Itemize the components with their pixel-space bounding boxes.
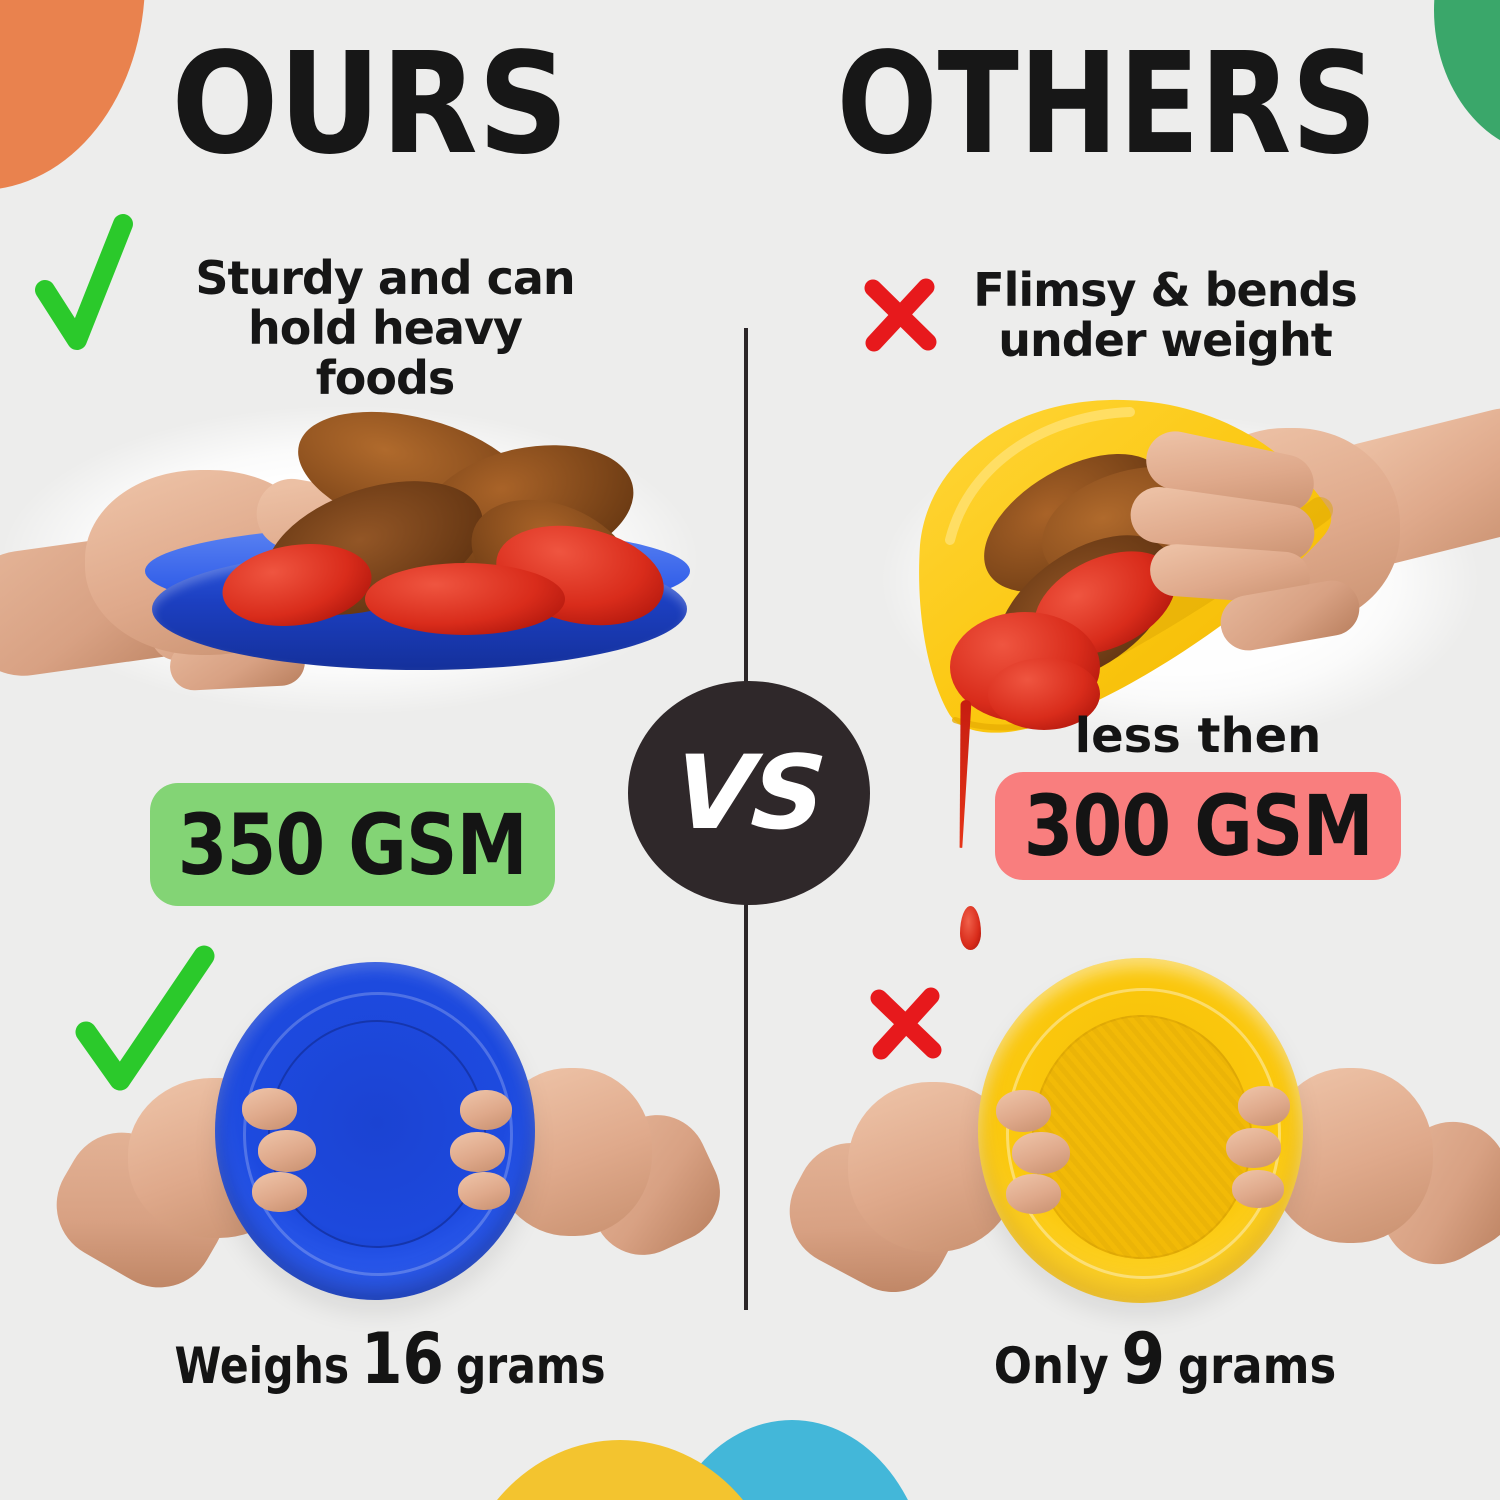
weight-prefix: Only [993, 1337, 1109, 1395]
vs-label: VS [670, 733, 828, 853]
fingertip-shape [258, 1130, 316, 1172]
ketchup-drop [960, 906, 981, 950]
gsm-value: 300 GSM [1023, 777, 1373, 875]
fingertip-shape [1006, 1174, 1061, 1214]
fingertip-shape [450, 1132, 505, 1172]
x-icon [864, 278, 937, 352]
gsm-badge-others: 300 GSM [995, 772, 1401, 880]
ketchup-pepper-shape [365, 563, 565, 635]
weight-suffix: grams [455, 1337, 606, 1395]
weight-prefix: Weighs [174, 1337, 350, 1395]
x-icon [870, 987, 942, 1060]
weight-caption-others: Only 9 grams [963, 1318, 1368, 1400]
yellow-plate-face [1032, 1015, 1252, 1259]
fingertip-shape [996, 1090, 1051, 1132]
vs-badge: VS [628, 681, 870, 905]
fingertip-shape [242, 1088, 297, 1130]
blue-plate-ring [243, 992, 513, 1276]
feature-line: Sturdy and can [195, 251, 575, 305]
gsm-badge-ours: 350 GSM [150, 783, 555, 906]
fingertip-shape [1012, 1132, 1070, 1174]
gsm-value: 350 GSM [177, 795, 528, 894]
weight-caption-ours: Weighs 16 grams [169, 1318, 611, 1400]
heading-ours: OURS [171, 23, 569, 186]
feature-line: under weight [998, 313, 1332, 367]
weight-suffix: grams [1177, 1337, 1337, 1395]
feature-line: hold heavy foods [247, 301, 523, 405]
gsm-qualifier: less then [1074, 708, 1322, 764]
fingertip-shape [252, 1172, 307, 1212]
heading-others: OTHERS [836, 23, 1378, 186]
check-icon [35, 214, 133, 350]
decor-circle-emerald [1434, 0, 1500, 155]
yellow-plate-ring [1006, 988, 1281, 1279]
fingertip-shape [460, 1090, 512, 1130]
weight-value: 9 [1121, 1318, 1166, 1400]
fingertip-shape [1238, 1086, 1290, 1126]
feature-line: Flimsy & bends [973, 263, 1358, 317]
fingertip-shape [458, 1172, 510, 1210]
feature-text-ours: Sturdy and can hold heavy foods [175, 253, 595, 403]
weight-value: 16 [361, 1318, 444, 1400]
check-icon [75, 945, 215, 1091]
fingertip-shape [1226, 1128, 1281, 1168]
fingertip-shape [1232, 1170, 1284, 1208]
feature-text-others: Flimsy & bends under weight [955, 265, 1375, 365]
ketchup-spill-shape [988, 658, 1100, 730]
